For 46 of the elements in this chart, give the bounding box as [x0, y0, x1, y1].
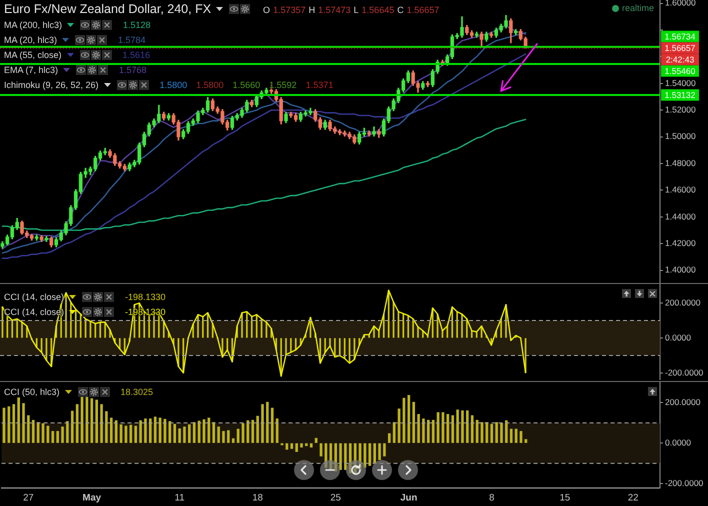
ref-line-label: 1.56734	[664, 31, 696, 42]
y-tick-label: 0.0000	[665, 437, 692, 448]
y-tick-label: -200.0000	[665, 367, 704, 378]
x-tick-label: 25	[330, 492, 341, 504]
annotation: 1.5128	[123, 20, 151, 30]
y-tick-label: 1.48000	[665, 158, 696, 168]
x-tick-label: Jun	[400, 492, 418, 504]
x-tick-label: 18	[252, 492, 263, 504]
y-tick-label: 200.0000	[665, 396, 701, 407]
y-tick-label: -200.0000	[665, 478, 704, 488]
y-tick-label: 1.46000	[665, 184, 696, 195]
legend-label: CCI (14, close)	[4, 292, 64, 302]
x-tick-label: 22	[628, 492, 638, 504]
y-tick-label: 1.52000	[665, 104, 696, 114]
x-tick-label: 11	[174, 492, 185, 504]
annotation: 1.5784	[118, 35, 146, 46]
annotation: 1.5616	[122, 50, 150, 60]
x-tick-label: May	[82, 492, 102, 504]
y-tick-label: 1.50000	[665, 131, 696, 142]
annotation: O 1.57357 H 1.57473 L 1.56645 C 1.56657	[263, 5, 440, 15]
ref-line-label: 1.53132	[664, 90, 696, 100]
annotation: 1.5768	[119, 64, 147, 75]
legend-label: MA (55, close)	[4, 50, 62, 60]
text: 2:42:43	[666, 54, 694, 64]
annotation: realtime	[622, 3, 654, 13]
y-tick-label: 200.0000	[665, 297, 701, 308]
y-tick-label: 1.60000	[665, 0, 696, 8]
x-tick-label: 27	[23, 492, 34, 504]
y-tick-label: 1.40000	[665, 264, 696, 275]
annotation: 18.3025	[120, 386, 154, 396]
y-tick-label: 1.44000	[665, 211, 696, 222]
annotation: -198.1330	[125, 292, 166, 302]
ref-line-label: 1.55460	[664, 66, 696, 76]
y-tick-label: 1.54000	[665, 78, 696, 88]
y-tick-label: 0.0000	[665, 332, 692, 342]
x-tick-label: 15	[560, 492, 570, 504]
legend-label: MA (200, hlc3)	[4, 20, 62, 30]
legend-label: EMA (7, hlc3)	[4, 64, 58, 75]
x-tick-label: 8	[489, 492, 494, 504]
ref-line-label: 1.56657	[664, 42, 696, 53]
y-tick-label: 1.42000	[665, 238, 696, 248]
legend-label: CCI (50, hlc3)	[4, 386, 60, 396]
chart-title: Euro Fx/New Zealand Dollar, 240, FX	[4, 2, 212, 16]
legend-label: MA (20, hlc3)	[4, 35, 58, 46]
annotation: Ichimoku (9, 26, 52, 26)	[4, 80, 99, 90]
annotation: 1.5800 1.5800 1.5660 1.5592 1.5371	[160, 80, 334, 90]
